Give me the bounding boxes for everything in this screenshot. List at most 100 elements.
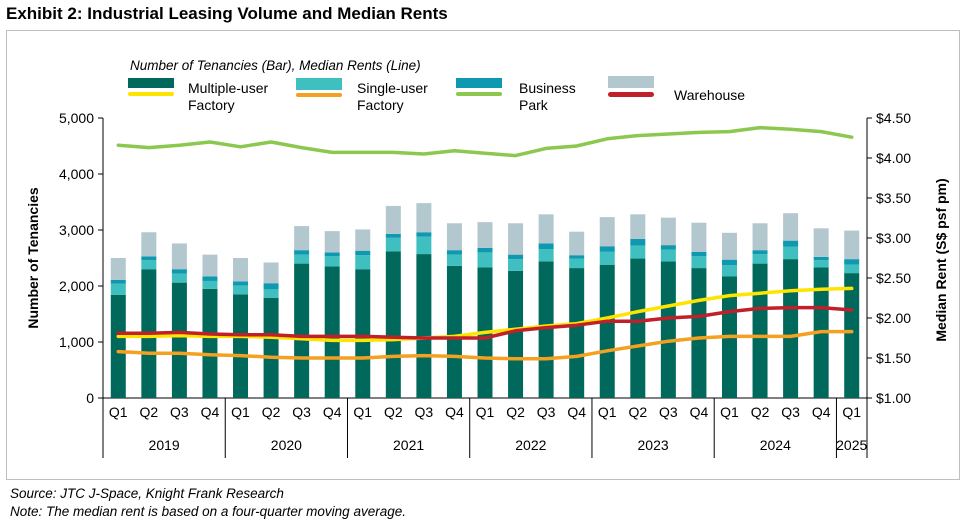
legend-bar-swatch-warehouse — [608, 76, 654, 88]
x-tick-label: Q1 — [842, 404, 861, 420]
bar-warehouse — [263, 262, 279, 284]
x-tick-label: Q2 — [384, 404, 403, 420]
legend-label-single-user-factory: Single-user Factory — [357, 80, 428, 114]
y-tick-label: 3,000 — [59, 222, 94, 238]
bar-multiple-user-factory — [508, 270, 524, 398]
bar-multiple-user-factory — [355, 269, 371, 398]
x-tick-label: Q1 — [353, 404, 372, 420]
bar-single-user-factory — [721, 265, 737, 277]
x-tick-label: Q1 — [109, 404, 128, 420]
bar-multiple-user-factory — [324, 266, 340, 398]
bar-warehouse — [630, 214, 646, 239]
bar-multiple-user-factory — [202, 288, 218, 398]
bar-multiple-user-factory — [385, 251, 401, 398]
bar-multiple-user-factory — [446, 265, 462, 398]
year-label: 2021 — [393, 437, 424, 453]
bar-warehouse — [233, 258, 249, 282]
legend-caption: Number of Tenancies (Bar), Median Rents … — [130, 58, 421, 73]
bar-business-park — [263, 283, 279, 290]
bar-warehouse — [202, 254, 218, 277]
bar-warehouse — [141, 232, 157, 257]
bar-single-user-factory — [324, 256, 340, 267]
bar-warehouse — [844, 230, 860, 260]
bar-business-park — [630, 238, 646, 246]
bar-warehouse — [416, 203, 432, 233]
bar-warehouse — [294, 226, 310, 251]
bar-warehouse — [721, 232, 737, 260]
bar-single-user-factory — [630, 245, 646, 259]
legend-label-line2: Factory — [188, 97, 235, 113]
bar-multiple-user-factory — [263, 297, 279, 398]
bar-business-park — [324, 252, 340, 257]
bar-warehouse — [660, 217, 676, 246]
y-tick-label: 1,000 — [59, 334, 94, 350]
y2-tick-label: $4.00 — [876, 150, 911, 166]
bar-warehouse — [110, 258, 126, 280]
bar-single-user-factory — [446, 254, 462, 266]
bar-single-user-factory — [416, 236, 432, 255]
bar-single-user-factory — [660, 249, 676, 262]
bar-multiple-user-factory — [691, 268, 707, 398]
x-tick-label: Q4 — [690, 404, 709, 420]
x-tick-label: Q2 — [628, 404, 647, 420]
bar-multiple-user-factory — [416, 254, 432, 398]
legend-label-line1: Multiple-user — [188, 80, 269, 96]
x-tick-label: Q1 — [231, 404, 250, 420]
bar-business-park — [508, 254, 524, 260]
legend-bar-swatch-business-park — [456, 78, 502, 88]
year-label: 2019 — [149, 437, 180, 453]
bar-business-park — [752, 250, 768, 255]
bar-multiple-user-factory — [538, 261, 554, 398]
bar-business-park — [171, 269, 187, 274]
y2-tick-label: $2.50 — [876, 270, 911, 286]
legend-line-swatch-single-user-factory — [296, 93, 342, 97]
bar-single-user-factory — [141, 260, 157, 270]
bar-single-user-factory — [263, 289, 279, 298]
bar-business-park — [446, 250, 462, 255]
line-business-park — [116, 125, 854, 158]
y2-tick-label: $3.00 — [876, 230, 911, 246]
bar-business-park — [355, 250, 371, 256]
bar-multiple-user-factory — [752, 263, 768, 398]
y-tick-label: 5,000 — [59, 110, 94, 126]
bar-multiple-user-factory — [599, 264, 615, 398]
bar-single-user-factory — [691, 256, 707, 269]
bar-business-park — [844, 259, 860, 265]
bar-business-park — [233, 281, 249, 286]
bar-business-park — [416, 232, 432, 237]
legend-label-line2: Warehouse — [674, 87, 746, 103]
legend-bar-swatch-single-user-factory — [296, 78, 342, 90]
legend-line-swatch-business-park — [456, 92, 502, 96]
bar-warehouse — [783, 213, 799, 241]
bar-warehouse — [813, 228, 829, 257]
bar-single-user-factory — [477, 252, 493, 268]
legend-bar-swatch-multiple-user-factory — [128, 78, 174, 88]
y2-tick-label: $3.50 — [876, 190, 911, 206]
bar-single-user-factory — [355, 255, 371, 270]
bar-warehouse — [355, 229, 371, 251]
source-note: Source: JTC J-Space, Knight Frank Resear… — [10, 486, 284, 501]
year-label: 2020 — [271, 437, 302, 453]
bar-single-user-factory — [233, 285, 249, 295]
bar-business-park — [141, 256, 157, 261]
legend-label-line2: Factory — [357, 97, 404, 113]
legend-label-line1: Single-user — [357, 80, 428, 96]
bar-multiple-user-factory — [569, 268, 585, 398]
y2-axis-title: Median Rent (S$ psf pm) — [933, 178, 949, 341]
legend-line-swatch-warehouse — [608, 92, 654, 97]
bar-business-park — [599, 246, 615, 252]
line-warehouse — [116, 305, 854, 340]
year-label: 2024 — [760, 437, 791, 453]
x-tick-label: Q3 — [659, 404, 678, 420]
bar-warehouse — [691, 222, 707, 252]
legend-label-multiple-user-factory: Multiple-user Factory — [188, 80, 268, 114]
x-tick-label: Q1 — [720, 404, 739, 420]
bar-single-user-factory — [508, 259, 524, 271]
y2-tick-label: $1.00 — [876, 390, 911, 406]
bar-warehouse — [752, 223, 768, 251]
legend-label-warehouse: Warehouse — [674, 87, 745, 104]
bar-business-park — [721, 259, 737, 266]
bar-business-park — [385, 233, 401, 238]
y2-tick-label: $4.50 — [876, 110, 911, 126]
bar-multiple-user-factory — [233, 294, 249, 398]
